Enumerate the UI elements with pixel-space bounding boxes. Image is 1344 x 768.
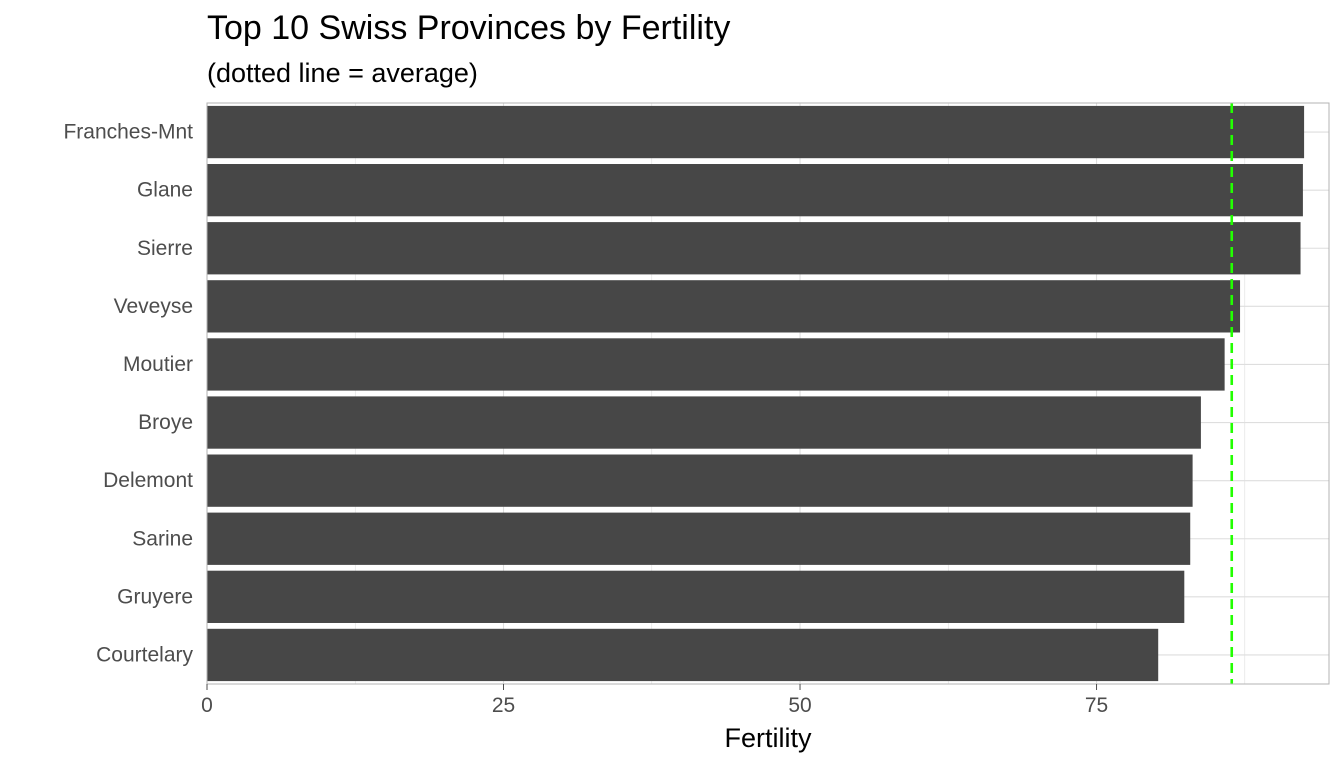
category-labels: Franches-Mnt Glane Sierre Veveyse Moutier Bro… (63, 121, 193, 667)
bar-glane (207, 164, 1303, 217)
category-label: Sierre (137, 237, 193, 260)
category-label: Sarine (132, 527, 193, 550)
bar-broye (207, 396, 1201, 449)
bar-sierre (207, 222, 1301, 275)
category-label: Courtelary (96, 643, 193, 666)
category-label: Gruyere (117, 585, 193, 608)
chart-title: Top 10 Swiss Provinces by Fertility (207, 9, 731, 47)
x-tick-label: 0 (201, 694, 213, 717)
category-label: Broye (138, 411, 193, 434)
chart-subtitle: (dotted line = average) (207, 58, 478, 88)
x-tick-label: 75 (1085, 694, 1108, 717)
bar-layer (207, 105, 1305, 682)
panel-border (206, 102, 1330, 685)
x-axis-ticks: 0 25 50 75 (201, 684, 1108, 717)
category-label: Glane (137, 179, 193, 202)
category-label: Delemont (103, 469, 193, 492)
x-tick-label: 50 (788, 694, 811, 717)
bar-delemont (207, 454, 1193, 507)
bar-gruyere (207, 570, 1185, 623)
bar-courtelary (207, 628, 1159, 682)
bar-moutier (207, 338, 1225, 391)
category-label: Moutier (123, 353, 193, 376)
bar-franches-mnt (207, 105, 1305, 159)
bar-sarine (207, 512, 1191, 565)
category-label: Veveyse (114, 295, 193, 318)
category-label: Franches-Mnt (63, 121, 193, 144)
bar-veveyse (207, 280, 1241, 333)
x-axis-title: Fertility (725, 723, 812, 753)
x-tick-label: 25 (492, 694, 515, 717)
